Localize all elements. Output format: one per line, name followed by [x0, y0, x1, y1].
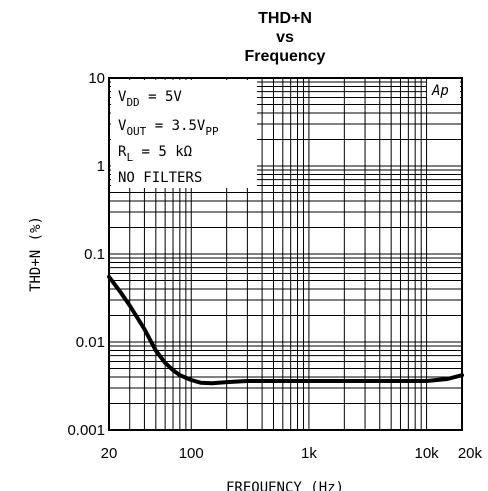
- vdd-main: V: [118, 89, 127, 105]
- x-tick-labels: 20 100 1k 10k 20k: [101, 445, 483, 462]
- annotation-rl: RL = 5 kΩ: [118, 144, 192, 164]
- y-tick-label: 0.01: [76, 334, 105, 351]
- vout-main: V: [118, 118, 127, 134]
- x-tick-label: 20: [101, 445, 118, 462]
- rl-main: R: [118, 144, 127, 160]
- vdd-rest: = 5V: [140, 89, 183, 105]
- chart-title: THD+N vs Frequency: [245, 10, 326, 65]
- annotation-vout: VOUT = 3.5VPP: [118, 118, 219, 138]
- logo-bg: [427, 81, 460, 98]
- vdd-sub: DD: [126, 96, 139, 109]
- title-line-3: Frequency: [245, 48, 326, 65]
- vout-mid: = 3.5V: [146, 118, 206, 134]
- y-tick-label: 0.001: [67, 422, 105, 439]
- annotation-box-bg: [111, 80, 257, 188]
- x-tick-label: 10k: [414, 445, 439, 462]
- y-tick-label: 0.1: [84, 246, 105, 263]
- x-tick-label: 100: [179, 445, 204, 462]
- x-tick-label: 1k: [301, 445, 317, 462]
- x-axis-label: FREQUENCY (Hz): [226, 480, 344, 491]
- vout-sub2: PP: [205, 125, 219, 138]
- annotation-filters: NO FILTERS: [118, 170, 202, 186]
- y-tick-labels: 10 1 0.1 0.01 0.001: [67, 70, 105, 439]
- y-axis-label: THD+N (%): [28, 216, 44, 292]
- y-tick-label: 1: [97, 158, 105, 175]
- x-tick-label: 20k: [458, 445, 483, 462]
- y-tick-label: 10: [88, 70, 105, 87]
- thd-curve: [107, 274, 464, 386]
- plot-frame: [108, 77, 463, 431]
- annotation-vdd: VDD = 5V: [118, 89, 182, 109]
- title-line-2: vs: [276, 29, 294, 46]
- ap-logo: Ap: [431, 83, 449, 99]
- rl-sub: L: [126, 151, 133, 164]
- vout-sub: OUT: [126, 125, 146, 138]
- title-line-1: THD+N: [258, 10, 312, 27]
- rl-rest: = 5 kΩ: [133, 144, 192, 160]
